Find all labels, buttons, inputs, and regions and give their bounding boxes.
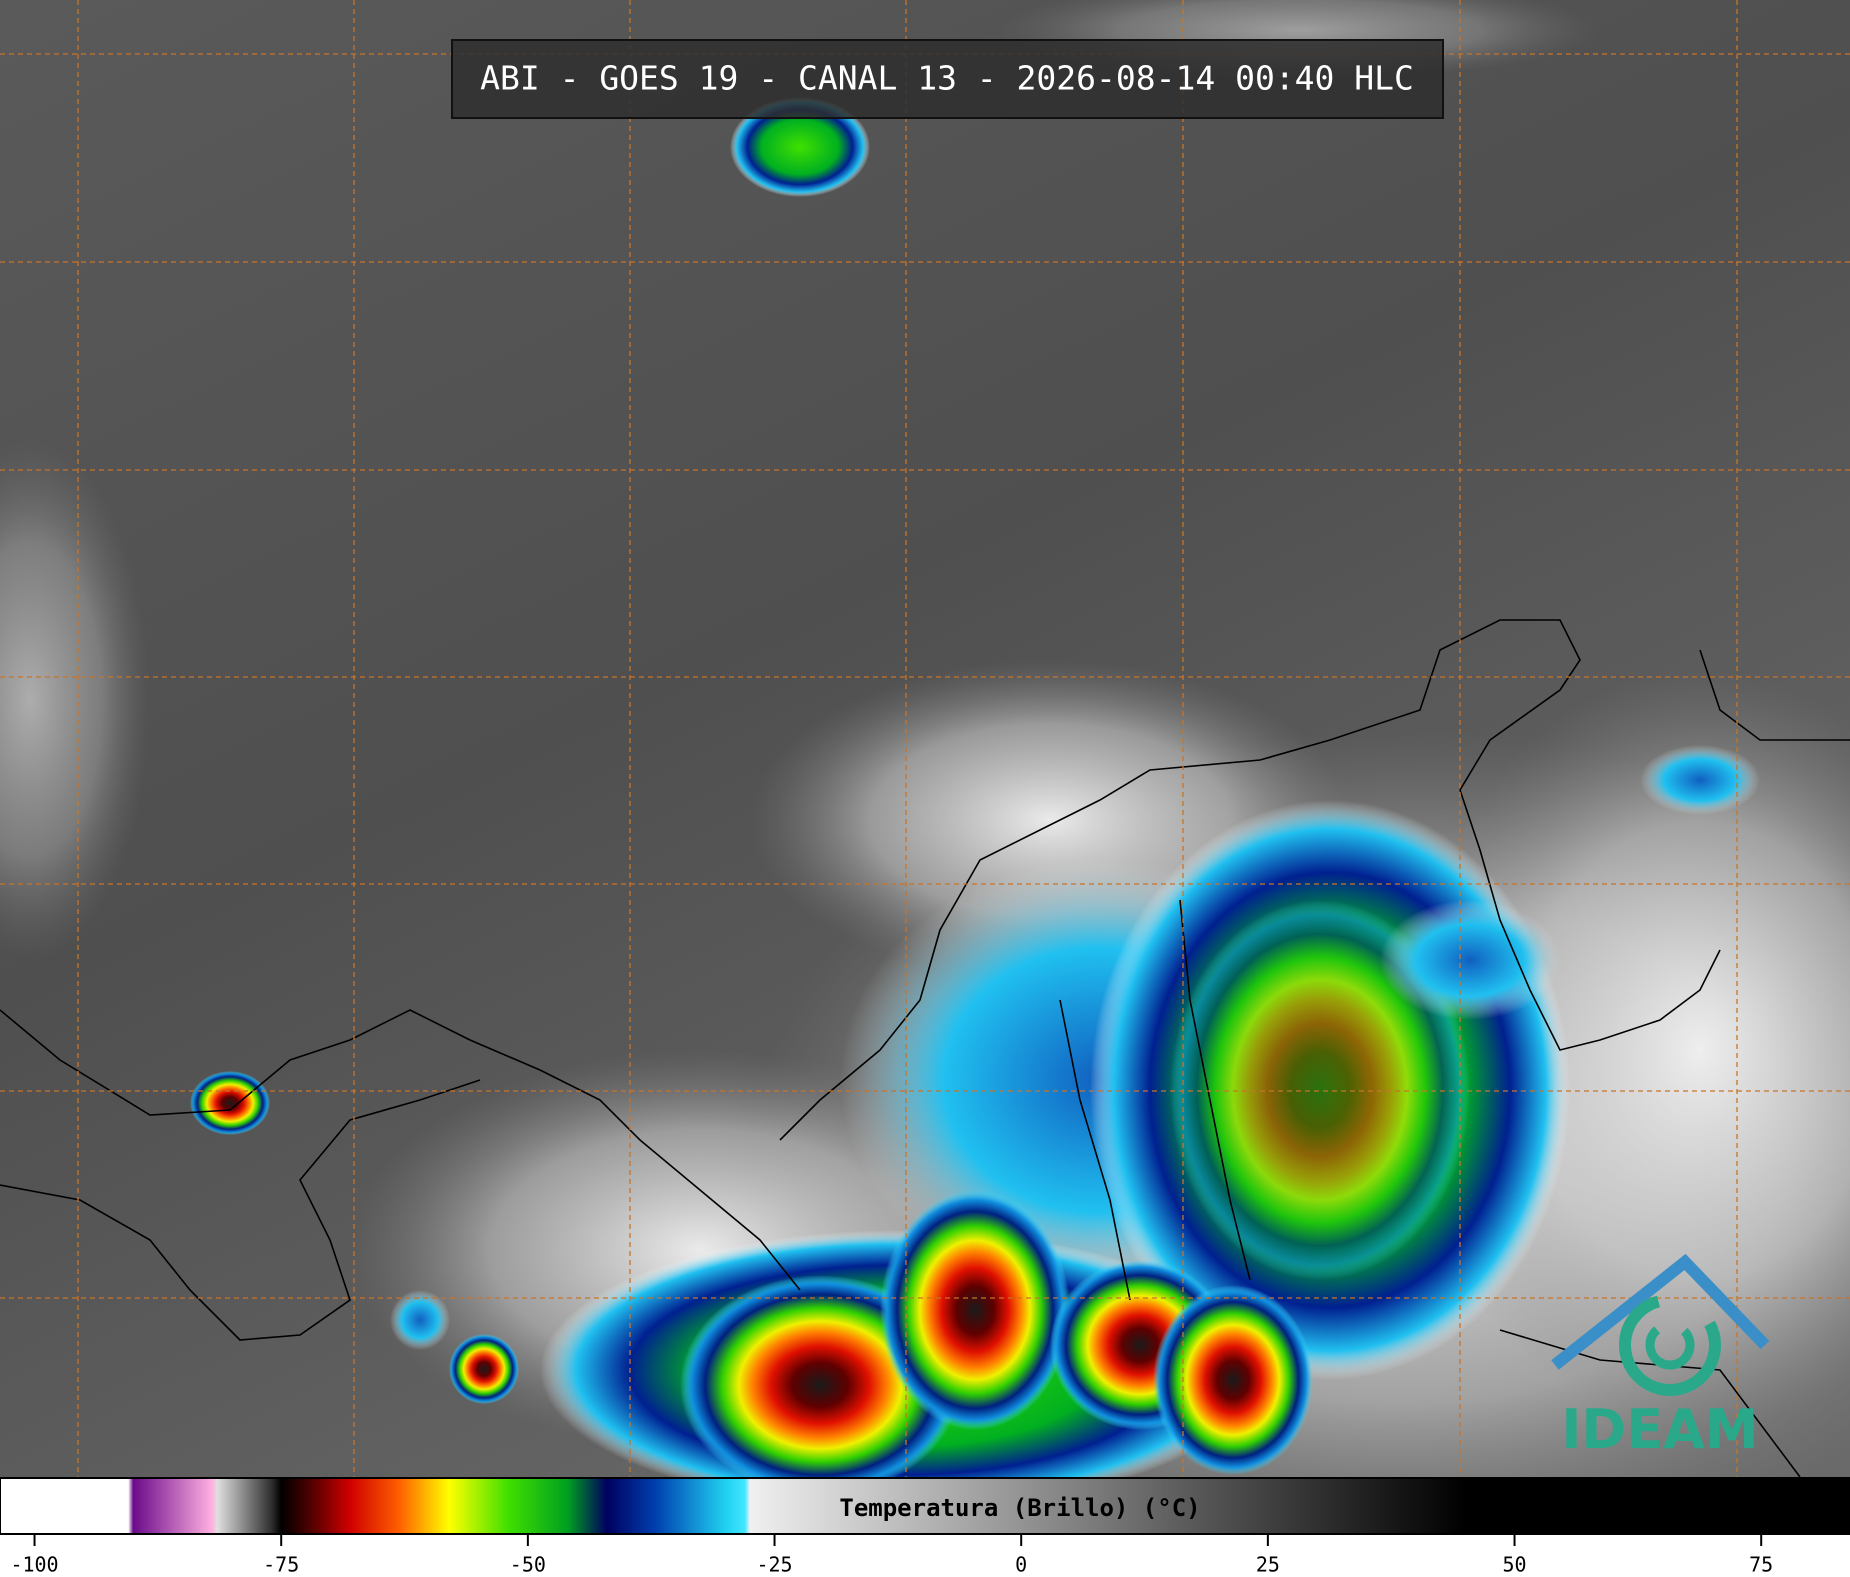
tick-label: -50	[510, 1553, 546, 1577]
logo-text: IDEAM	[1561, 1398, 1758, 1461]
tick-label: 0	[1015, 1553, 1027, 1577]
tick-label: -100	[10, 1553, 58, 1577]
colorbar	[0, 1477, 1850, 1535]
colorbar-label: Temperatura (Brillo) (°C)	[839, 1494, 1200, 1522]
title-box	[451, 39, 1444, 119]
storms	[190, 97, 1760, 1510]
tick-label: 75	[1749, 1553, 1773, 1577]
logo: IDEAM	[1551, 1253, 1770, 1461]
tick-label: -75	[263, 1553, 299, 1577]
tick-label: 50	[1502, 1553, 1526, 1577]
tick-label: 25	[1256, 1553, 1280, 1577]
graticule	[0, 0, 1850, 1477]
title: ABI - GOES 19 - CANAL 13 - 2026-08-14 00…	[480, 59, 1414, 98]
tick-label: -25	[756, 1553, 792, 1577]
coastlines	[0, 619, 1850, 1478]
